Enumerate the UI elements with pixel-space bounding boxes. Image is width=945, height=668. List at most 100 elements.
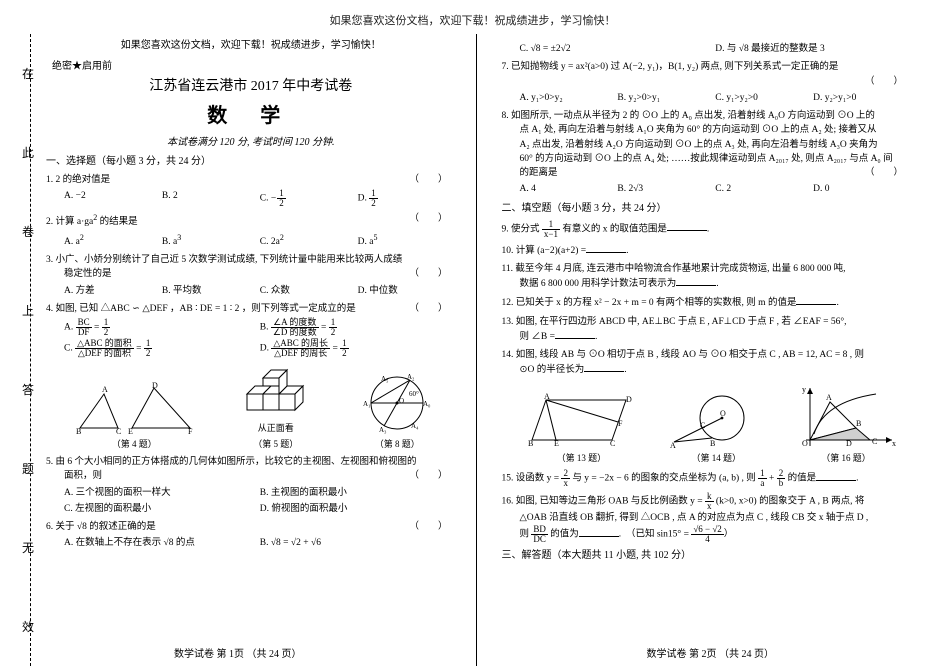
footer-right: 数学试卷 第 2页 （共 24 页） [476,647,945,662]
svg-text:B: B [76,427,81,436]
footer-left: 数学试卷 第 1页 （共 24 页） [0,647,476,662]
q3-paren: （ ） [409,267,455,281]
fig5-label: 从正面看 [231,422,321,436]
q16-hpost: ） [724,530,734,540]
q4-c-rb: 2 [144,349,153,358]
q5-l2: 面积，则 [64,471,102,481]
q5-options-r1: A. 三个视图的面积一样大 B. 主视图的面积最小 [46,486,456,500]
q14-l1: 14. 如图, 线段 AB 与 ⊙O 相切于点 B , 线段 AO 与 ⊙O 相… [502,350,865,360]
q2-d: D. a5 [358,232,456,249]
q7-b: B. y₂>0>y₁ [617,91,715,105]
q8-options: A. 4 B. 2√3 C. 2 D. 0 [502,182,912,196]
bind-char: 题 [22,460,34,478]
q1: 1. 2 的绝对值是 （ ） [46,173,456,187]
q16-l1pre: 16. 如图, 已知等边三角形 OAB 与反比例函数 y = [502,497,706,507]
q3-a: A. 方差 [64,284,162,298]
q4-options-row2: C. △ABC 的面积△DEF 的面积 = 12 D. △ABC 的周长△DEF… [46,339,456,358]
q12: 12. 已知关于 x 的方程 x² − 2x + m = 0 有两个相等的实数根… [502,295,912,310]
page-1: 在 此 卷 上 答 题 无 效 如果您喜欢这份文档，欢迎下载！祝成绩进步，学习愉… [0,34,476,666]
q2-paren: （ ） [409,212,455,226]
center-divider [476,34,477,666]
q6-d-val: 与 √8 最接近的整数是 3 [727,44,825,54]
q8-l1: 8. 如图所示, 一动点从半径为 2 的 ⊙O 上的 A₀ 点出发, 沿着射线 … [502,111,875,121]
q5-c-val: 左视图的面积最小 [75,504,151,514]
q6: 6. 关于 √8 的叙述正确的是（ ） [46,520,456,534]
fig13: AD BC EF （第 13 题） [526,390,636,466]
q7-paren: （ ） [865,77,903,87]
svg-text:A₁: A₁ [363,400,371,408]
fig14: O ABC （第 14 题） [666,388,766,466]
q16-l3pre: 则 [520,530,532,540]
q16-l3w: 则 BDDC 的值为. （已知 sin15° = √6 − √24） [502,525,912,544]
figures-row-left: ABC DEF （第 4 题） 从正面看 （第 5 题） [46,364,456,451]
q13-blank [555,329,595,339]
q14-l2: ⊙O 的半径长为 [520,365,585,375]
svg-text:A₃: A₃ [379,426,387,434]
q9-post: 有意义的 x 的取值范围是 [560,224,667,234]
q8-l3: A₂ 点出发, 沿着射线 A₂O 方向运动到 ⊙O 上的点 A₃ 处, 再向左沿… [520,140,878,150]
q15-pre: 15. 设函数 y = [502,474,562,484]
q4-options-row1: A. BCDF = 12 B. ∠A 的度数∠D 的度数 = 12 [46,318,456,337]
q9-blank [667,221,707,231]
q4-d: D. △ABC 的周长△DEF 的周长 = 12 [260,339,456,358]
svg-text:B: B [856,419,861,428]
q5: 5. 由 6 个大小相同的正方体搭成的几何体如图所示，比较它的主视图、左视图和俯… [46,455,456,469]
section-3-head: 三、解答题（本大题共 11 小题, 共 102 分） [502,548,912,563]
q4: 4. 如图, 已知 △ABC ∽ △DEF ，AB ∶ DE = 1 ∶ 2 ，… [46,302,456,316]
svg-text:B: B [528,439,533,448]
q7-options: A. y₁>0>y₂ B. y₂>0>y₁ C. y₁>y₂>0 D. y₂>y… [502,91,912,105]
q4-d-b: △DEF 的周长 [271,349,330,358]
svg-text:A: A [544,392,550,401]
bind-char: 卷 [22,223,34,241]
q2-d-sup: 5 [373,233,377,242]
q16: 16. 如图, 已知等边三角形 OAB 与反比例函数 y = kx (k>0, … [502,492,912,511]
q6-c: C. √8 = ±2√2 [520,42,716,56]
q6-a-val: 在数轴上不存在表示 √8 的点 [76,538,195,548]
q15-blank [816,471,856,481]
q11-l1: 11. 截至今年 4 月底, 连云港市中哈物流合作基地累计完成货物运, 出量 6… [502,264,846,274]
bind-char: 在 [22,65,34,83]
fig14-svg: O ABC [666,388,766,450]
fig8: O A₀A₁ A₂A₃ A₄A₅ 60° （第 8 题） [357,370,437,452]
fig5-svg [231,364,321,420]
q2-mid: ga [84,217,93,227]
q8-a: A. 4 [520,182,618,196]
q5-d-val: 俯视图的面积最小 [271,504,347,514]
q8-c-val: 2 [726,184,731,194]
q3-b-val: 平均数 [173,286,202,296]
q8-l5w: 的距离是（ ） [502,166,912,180]
q8-d: D. 0 [813,182,911,196]
svg-text:F: F [618,419,623,428]
q5-b: B. 主视图的面积最小 [260,486,456,500]
q10-stem: 10. 计算 (a−2)(a+2) = [502,246,587,256]
q2-b: B. a3 [162,232,260,249]
exam-title: 江苏省连云港市 2017 年中考试卷 [46,76,456,97]
q4-d-rb: 2 [340,349,349,358]
q3-options: A. 方差 B. 平均数 C. 众数 D. 中位数 [46,284,456,298]
fig5-cap: （第 5 题） [231,438,321,452]
svg-text:O: O [720,409,726,418]
q8-l2: 点 A₁ 处, 再向左沿着与射线 A₁O 夹角为 60° 的方向运动到 ⊙O 上… [520,125,877,135]
fig13-svg: AD BC EF [526,390,636,450]
svg-text:C: C [700,421,705,430]
svg-text:C: C [116,427,121,436]
fig4: ABC DEF （第 4 题） [74,380,194,452]
q14-blank [584,362,624,372]
q16-l2w: △OAB 沿直线 OB 翻折, 得到 △OCB , 点 A 的对应点为点 C ,… [502,511,912,525]
svg-text:60°: 60° [409,390,419,398]
q2-b-sup: 3 [177,233,181,242]
q5-a-val: 三个视图的面积一样大 [76,488,171,498]
fig16-svg: xyO AB CD [796,384,896,450]
q4-paren: （ ） [409,302,455,316]
q4-b: B. ∠A 的度数∠D 的度数 = 12 [260,318,456,337]
bind-char: 答 [22,381,34,399]
svg-text:D: D [846,439,852,448]
q8-l2w: 点 A₁ 处, 再向左沿着与射线 A₁O 夹角为 60° 的方向运动到 ⊙O 上… [502,123,912,137]
svg-text:C: C [872,437,877,446]
q7-paren-row: （ ） [502,75,912,89]
q8-b: B. 2√3 [617,182,715,196]
svg-text:F: F [188,427,193,436]
exam-subject: 数 学 [46,101,456,131]
q2-post: 的结果是 [97,217,137,227]
q11-l2w: 数据 6 800 000 用科学计数法可表示为. [502,276,912,291]
